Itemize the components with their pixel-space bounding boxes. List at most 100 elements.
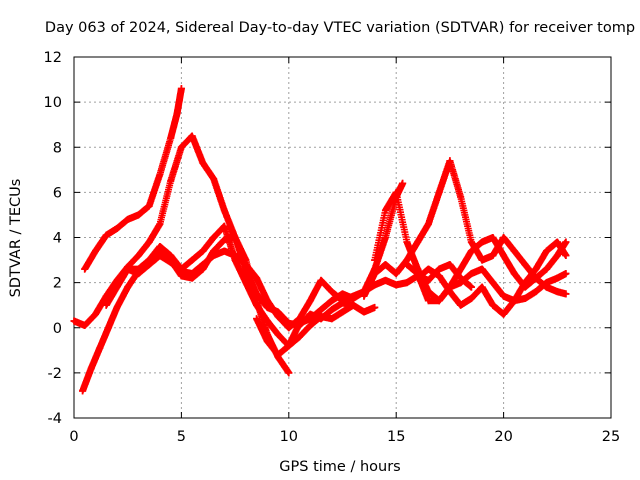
data-point [177, 267, 185, 275]
data-point [339, 290, 346, 298]
data-point [424, 265, 432, 273]
data-point [489, 279, 497, 287]
data-point [188, 132, 196, 140]
data-point [381, 234, 389, 241]
data-point [134, 270, 142, 278]
data-point [489, 301, 497, 309]
y-tick-label: 0 [53, 321, 62, 337]
data-point [489, 252, 497, 260]
data-point [87, 364, 95, 372]
data-point [521, 279, 529, 287]
data-point [113, 303, 121, 311]
data-point [457, 265, 465, 273]
data-point [435, 265, 443, 273]
data-point [253, 315, 261, 323]
data-point [457, 279, 465, 287]
data-point [274, 312, 282, 320]
data-point [446, 261, 454, 269]
data-point [317, 306, 325, 314]
data-point [91, 247, 99, 255]
data-point [424, 220, 432, 228]
data-point [403, 238, 411, 246]
data-point [328, 288, 336, 296]
data-points [70, 85, 570, 395]
chart-title: Day 063 of 2024, Sidereal Day-to-day VTE… [45, 20, 635, 36]
x-tick-label: 15 [387, 429, 405, 445]
data-point [510, 247, 518, 255]
data-point [306, 297, 314, 305]
data-point [328, 297, 336, 305]
data-point [392, 270, 400, 278]
data-point [188, 270, 196, 278]
data-point [553, 288, 561, 296]
data-point [543, 279, 551, 287]
data-point [91, 310, 99, 318]
data-point [167, 134, 175, 142]
data-point [392, 281, 400, 289]
y-tick-label: -4 [48, 411, 62, 427]
data-point [403, 261, 411, 269]
data-point [79, 387, 87, 395]
data-point [124, 215, 132, 223]
data-point [134, 211, 142, 219]
data-point [113, 224, 121, 232]
x-tick-label: 10 [280, 429, 298, 445]
data-point [306, 321, 314, 329]
data-point [177, 143, 185, 151]
data-point [371, 303, 379, 311]
data-point [392, 188, 400, 196]
y-tick-label: 6 [53, 185, 62, 201]
data-point [435, 272, 443, 280]
data-point [296, 319, 304, 327]
data-point [371, 256, 379, 264]
data-point [521, 261, 529, 269]
y-tick-label: 8 [53, 140, 62, 156]
data-point [317, 312, 325, 320]
data-point [562, 290, 570, 298]
data-point [349, 294, 357, 302]
data-point [188, 256, 196, 264]
data-point [543, 265, 551, 273]
data-point [220, 247, 228, 255]
data-point [500, 310, 508, 318]
data-point [167, 258, 175, 266]
data-point [242, 279, 250, 287]
data-point [457, 193, 465, 201]
data-point [274, 331, 282, 339]
data-point [253, 301, 261, 309]
data-point [156, 220, 164, 228]
data-point [285, 369, 293, 377]
series-sat-b [81, 85, 185, 273]
data-point [562, 270, 570, 278]
data-point [199, 247, 207, 255]
data-point [306, 315, 314, 323]
data-point [510, 270, 518, 278]
data-point [446, 157, 454, 165]
data-point [435, 297, 443, 305]
data-point [500, 234, 508, 241]
x-tick-label: 20 [494, 429, 512, 445]
data-point [285, 342, 293, 350]
data-point [81, 265, 89, 273]
data-point [467, 294, 475, 302]
y-tick-label: 12 [44, 50, 62, 66]
data-point [231, 252, 239, 260]
data-point [263, 317, 271, 325]
data-point [102, 301, 110, 309]
data-point [500, 292, 508, 300]
data-point [381, 261, 389, 269]
data-point [124, 265, 132, 273]
data-point [317, 276, 325, 284]
series-sat-j [414, 238, 570, 318]
x-tick-label: 5 [177, 429, 186, 445]
data-point [381, 206, 389, 214]
data-point [339, 308, 346, 316]
data-point [562, 252, 570, 260]
data-point [199, 159, 207, 167]
series-sat-i [403, 261, 570, 305]
data-point [532, 265, 540, 273]
data-point [543, 247, 551, 255]
y-tick-label: 10 [44, 95, 62, 111]
data-point [134, 252, 142, 260]
data-point [96, 344, 104, 352]
